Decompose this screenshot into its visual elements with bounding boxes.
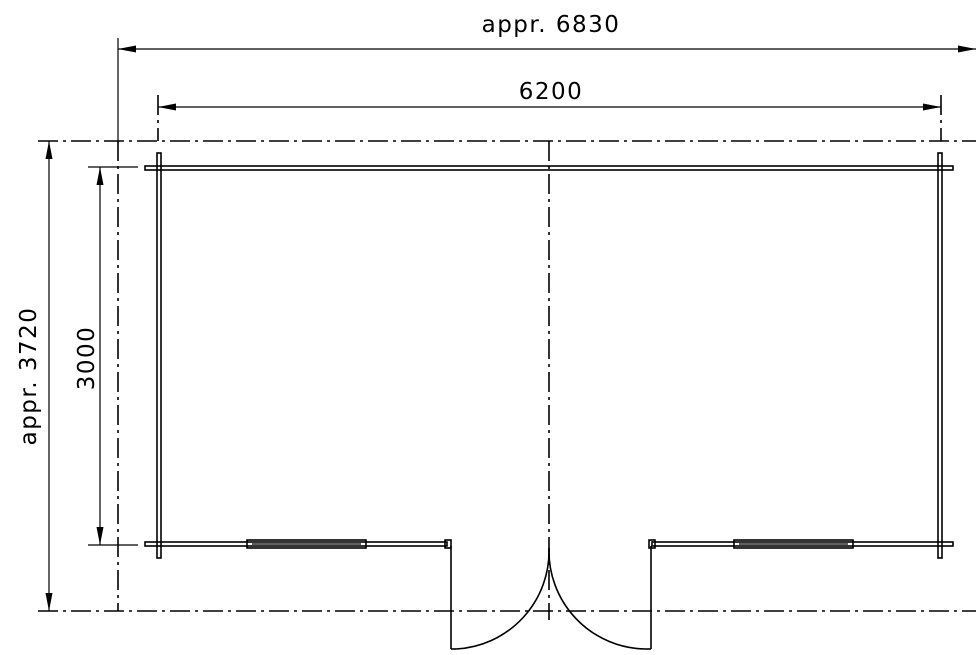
- left-wall: [156, 152, 162, 559]
- front-window-left: [246, 539, 367, 549]
- right-wall: [937, 152, 943, 559]
- double-door: [450, 546, 652, 650]
- back-wall: [144, 165, 954, 171]
- overall-depth-dimension: appr. 3720: [16, 141, 53, 611]
- inner-width-dimension: 6200: [158, 79, 941, 111]
- overall-width-label: appr. 6830: [482, 12, 621, 38]
- door-posts: [444, 539, 656, 549]
- overall-depth-label: appr. 3720: [16, 307, 42, 446]
- inner-depth-label: 3000: [74, 326, 100, 391]
- inner-depth-dimension: 3000: [74, 166, 138, 546]
- inner-width-label: 6200: [519, 79, 584, 105]
- front-window-right: [733, 539, 854, 549]
- front-wall: [144, 541, 954, 547]
- overall-width-dimension: appr. 6830: [118, 12, 976, 53]
- roof-overhang-outline: [38, 140, 976, 612]
- width-extension-lines: [117, 38, 942, 141]
